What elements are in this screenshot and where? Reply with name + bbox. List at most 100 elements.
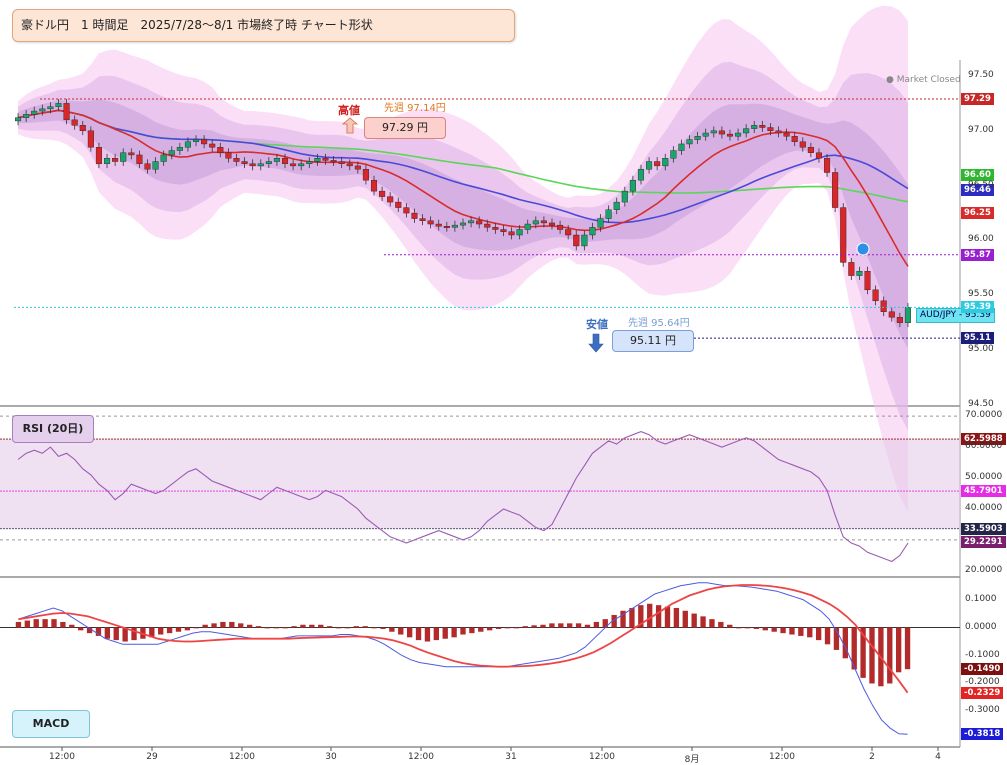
market-closed-status: ● Market Closed [886,75,961,85]
macd-histogram-bar [718,621,724,628]
candle-body [257,163,264,167]
candle-body [184,141,191,148]
macd-histogram-bar [202,624,208,628]
macd-y-tick: -0.1000 [965,649,1000,660]
macd-histogram-bar [442,627,448,639]
x-tick-label: 12:00 [589,752,615,762]
macd-histogram-bar [860,627,866,678]
x-tick-label: 31 [505,752,517,762]
x-tick-label: 29 [146,752,158,762]
macd-panel-button[interactable]: MACD [12,710,90,738]
macd-histogram-bar [229,621,235,628]
macd-histogram-bar [744,627,751,629]
candle-body [484,223,491,228]
macd-histogram-bar [478,627,484,632]
candle-body [435,223,442,227]
macd-y-tick: 0.0000 [965,621,997,632]
rsi-y-tick: 50.0000 [965,472,1003,483]
macd-level-label--0.1490: -0.1490 [961,663,1004,676]
macd-histogram-bar [629,607,635,628]
candle-body [241,161,248,164]
macd-histogram-bar [344,627,351,629]
x-tick-label: 30 [325,752,337,762]
candle-body [290,163,297,167]
macd-histogram-bar [255,626,262,628]
candle-body [95,147,102,164]
candle-body [508,231,515,236]
macd-level-label--0.2329: -0.2329 [961,686,1004,699]
price-level-label-95.11: 95.11 [961,332,994,345]
candle-body [354,165,361,170]
macd-histogram-bar [673,607,680,628]
candle-body [686,139,693,145]
candle-body [192,139,200,142]
candle-body [896,317,903,323]
macd-histogram-bar [371,627,377,629]
candle-body [904,307,911,323]
low-value-pill: 95.11 円 [612,330,694,352]
price-y-tick: 96.00 [968,234,994,245]
macd-histogram-bar [131,627,137,641]
macd-histogram-bar [762,627,768,631]
candle-body [751,125,758,129]
rsi-level-label-29.2291: 29.2291 [961,536,1006,549]
bollinger-band-middle [18,61,908,431]
candle-body [160,154,167,162]
candle-body [654,161,661,167]
macd-histogram-bar [895,627,902,673]
candle-body [557,224,564,230]
candle-body [565,229,572,236]
candle-body [621,190,628,203]
low-tag: 安値 [586,318,608,331]
macd-histogram-bar [300,624,306,628]
price-y-tick: 94.50 [968,399,994,409]
candle-body [840,207,847,263]
candle-body [759,125,766,128]
candle-body [597,218,604,228]
macd-histogram-bar [682,610,688,628]
candle-body [395,201,402,208]
price-level-label-96.46: 96.46 [961,184,994,197]
macd-histogram-bar [158,627,164,635]
candle-body [492,227,499,230]
macd-histogram-bar [398,627,404,635]
macd-line [18,582,908,735]
x-tick-label: 2 [869,752,875,762]
candle-body [451,224,458,228]
high-value-pill: 97.29 円 [364,117,446,139]
macd-histogram-bar [522,626,528,628]
macd-histogram-bar [789,627,795,635]
candle-body [217,147,224,153]
macd-histogram-bar [326,626,333,628]
candle-body [120,152,127,162]
candle-body [613,201,620,210]
candle-body [39,108,46,112]
macd-histogram-bar [584,624,591,628]
macd-histogram-bar [309,624,315,628]
rsi-panel-button[interactable]: RSI (20日) [12,415,94,443]
high-tag: 高値 [338,104,360,117]
candle-body [152,161,159,170]
candle-body [646,161,653,170]
macd-histogram-bar [824,627,831,645]
macd-histogram-bar [95,627,102,636]
macd-histogram-bar [735,627,742,629]
candle-body [856,270,863,276]
rsi-level-label-62.5988: 62.5988 [961,433,1006,446]
candle-body [476,220,483,225]
price-level-label-96.60: 96.60 [961,168,994,181]
macd-histogram-bar [815,627,822,641]
macd-histogram-bar [869,627,875,684]
macd-histogram-bar [122,627,128,642]
macd-histogram-bar [424,627,431,642]
candle-body [888,311,895,318]
candle-body [718,130,725,135]
candle-body [314,158,321,162]
macd-histogram-bar [51,619,57,628]
macd-histogram-bar [335,627,342,629]
price-y-tick: 96.50 [968,179,994,190]
candle-body [767,127,774,132]
candle-body [273,158,280,162]
macd-histogram-bar [593,621,600,628]
candle-body [55,103,62,107]
